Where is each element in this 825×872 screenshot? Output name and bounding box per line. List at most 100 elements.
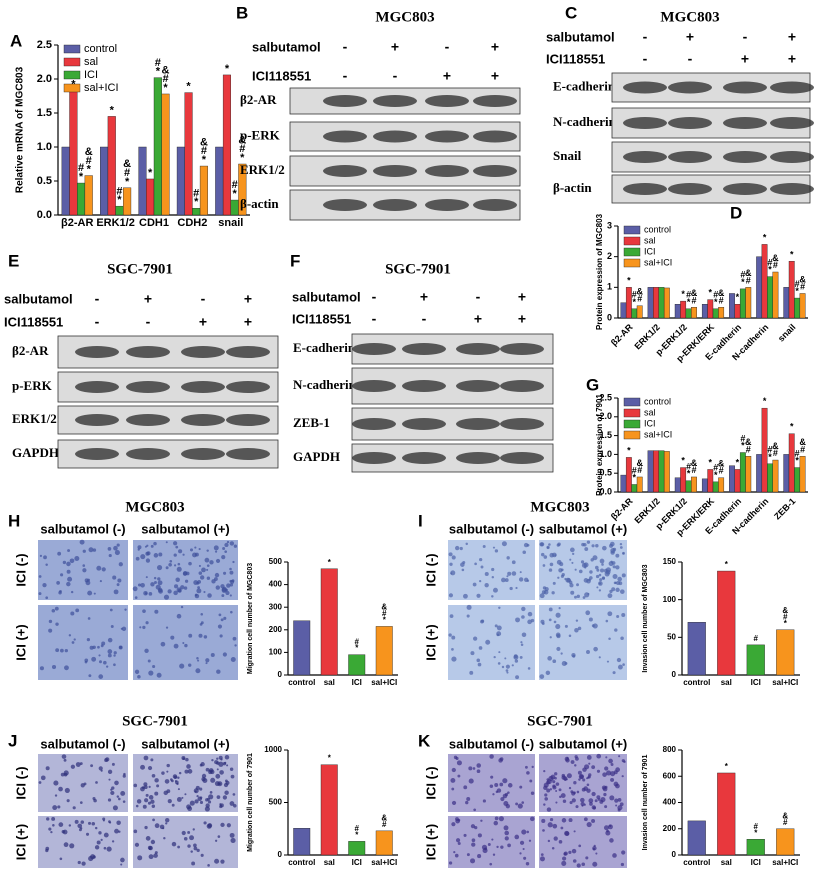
- cell: [502, 793, 508, 799]
- cell: [519, 785, 523, 789]
- bar: [636, 305, 643, 319]
- annotation-char: #: [162, 73, 168, 85]
- cell: [211, 579, 216, 584]
- treatment-label: salbutamol: [4, 291, 73, 306]
- cell: [596, 753, 602, 759]
- cell: [539, 856, 545, 862]
- cell: [103, 660, 107, 665]
- bar: [375, 626, 393, 676]
- cell: [145, 551, 150, 556]
- cell: [499, 757, 504, 761]
- annotation-char: *: [714, 297, 718, 307]
- cell: [591, 624, 595, 628]
- cell: [587, 775, 591, 779]
- cell: [156, 564, 163, 571]
- cell: [154, 609, 159, 614]
- cell: [40, 775, 46, 781]
- cell: [105, 757, 110, 762]
- cell: [465, 800, 469, 805]
- bar: [799, 456, 806, 493]
- significance-mark: & #: [691, 288, 698, 305]
- blot-band: [373, 165, 417, 177]
- cell: [182, 571, 188, 576]
- cell: [66, 569, 71, 574]
- panel-letter: E: [8, 251, 19, 270]
- panel-letter: H: [8, 511, 20, 530]
- cell: [553, 620, 557, 624]
- annotation-char: #: [754, 634, 759, 643]
- y-tick-label: 1.0: [599, 449, 612, 459]
- cell: [499, 782, 504, 787]
- legend-swatch: [623, 258, 641, 268]
- cell: [598, 656, 601, 659]
- cell: [226, 540, 230, 544]
- cell: [599, 578, 603, 582]
- bar: [691, 307, 697, 319]
- cell: [473, 636, 478, 641]
- annotation-char: #: [740, 270, 745, 280]
- bar: [631, 484, 638, 493]
- cell: [589, 570, 593, 574]
- legend-label: sal: [84, 56, 98, 68]
- cell: [116, 543, 120, 547]
- cell: [572, 552, 575, 556]
- cell: [565, 577, 571, 583]
- cell: [600, 568, 605, 573]
- cell: [466, 614, 470, 618]
- annotation-char: #: [773, 448, 778, 458]
- cell: [38, 781, 42, 784]
- cell: [593, 646, 598, 652]
- cell: [167, 798, 172, 804]
- cell: [592, 861, 598, 867]
- cell: [135, 556, 140, 561]
- cell: [548, 618, 552, 622]
- cell: [199, 800, 204, 804]
- cell: [229, 832, 235, 838]
- cell: [592, 806, 596, 810]
- cell: [173, 541, 178, 546]
- cell: [595, 574, 600, 579]
- cell: [143, 755, 149, 761]
- annotation-char: &: [691, 458, 698, 468]
- cell: [87, 821, 92, 825]
- cell: [200, 575, 205, 580]
- cell: [77, 823, 83, 829]
- cell: [556, 646, 561, 652]
- cell: [150, 839, 156, 845]
- legend-swatch: [63, 70, 81, 80]
- cell: [190, 850, 193, 853]
- annotation-char: *: [795, 456, 799, 466]
- annotation-char: *: [768, 265, 772, 275]
- cell: [87, 578, 91, 582]
- cell: [141, 786, 145, 789]
- blot-band: [425, 95, 469, 107]
- significance-mark: & #: [799, 437, 806, 454]
- cell: [546, 545, 550, 550]
- cell: [466, 853, 470, 857]
- cell: [106, 665, 109, 668]
- cell: [583, 786, 588, 791]
- cell: [539, 674, 545, 679]
- cell: [530, 618, 535, 623]
- cell: [157, 577, 161, 581]
- blot-band: [623, 117, 667, 129]
- annotation-char: *: [148, 167, 153, 179]
- cell: [95, 781, 98, 784]
- cell: [147, 801, 151, 805]
- significance-mark: *: [681, 290, 685, 300]
- micrograph: [539, 605, 627, 680]
- cell: [496, 625, 502, 631]
- cell: [492, 587, 498, 593]
- bar: [375, 830, 393, 856]
- cell: [560, 568, 564, 572]
- cell: [549, 636, 552, 639]
- cell: [562, 799, 567, 803]
- cell: [220, 618, 224, 622]
- blot-row-label: β2-AR: [12, 343, 49, 358]
- blot-band: [473, 95, 517, 107]
- cell: [566, 773, 572, 779]
- cell: [52, 824, 55, 827]
- significance-mark: & #: [745, 269, 752, 286]
- cell: [582, 778, 586, 782]
